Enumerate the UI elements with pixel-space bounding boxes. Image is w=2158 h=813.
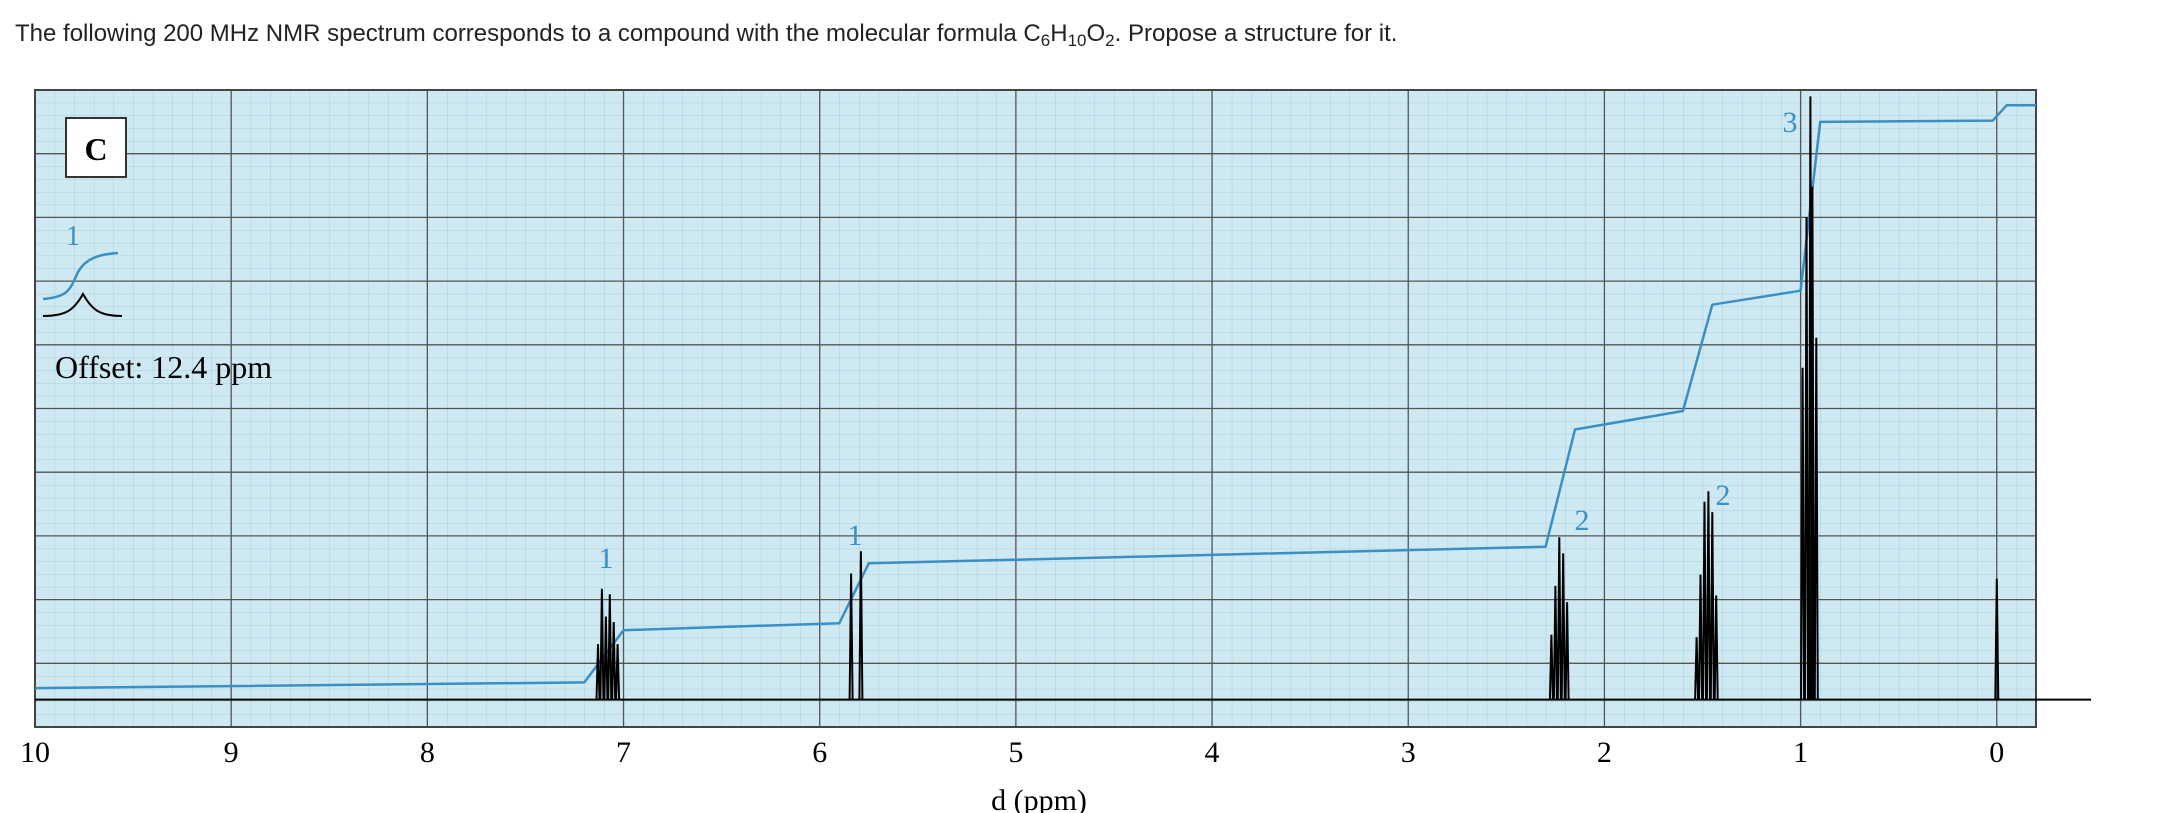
x-tick-label: 10 <box>20 736 50 769</box>
x-tick-label: 0 <box>1989 736 2004 769</box>
panel-box <box>65 117 127 178</box>
x-tick-label: 7 <box>616 736 631 769</box>
question-text: The following 200 MHz NMR spectrum corre… <box>15 20 1041 47</box>
integration-label: 1 <box>599 542 614 575</box>
x-tick-label: 2 <box>1597 736 1612 769</box>
peak <box>595 588 621 700</box>
x-tick-label: 3 <box>1401 736 1416 769</box>
x-tick-label: 5 <box>1008 736 1023 769</box>
question: The following 200 MHz NMR spectrum corre… <box>15 20 1397 51</box>
peak <box>1800 96 1819 700</box>
question-text: . Propose a structure for it. <box>1114 20 1398 47</box>
offset-label: Offset: 12.4 ppm <box>55 349 272 385</box>
integration-label: 1 <box>848 519 863 552</box>
peak <box>1994 578 2000 700</box>
inset-label: 1 <box>66 221 80 252</box>
inset-integral <box>42 251 119 301</box>
x-tick-label: 9 <box>224 736 239 769</box>
integration-label: 3 <box>1783 106 1798 139</box>
integration-label: 2 <box>1575 504 1590 537</box>
subscript: 2 <box>1105 31 1115 50</box>
x-axis-title: d (ppm) <box>991 784 1087 813</box>
panel-label: C <box>84 131 107 167</box>
question-text: O <box>1086 20 1106 47</box>
x-tick-label: 1 <box>1793 736 1808 769</box>
peak <box>1548 537 1570 700</box>
x-tick-label: 8 <box>420 736 435 769</box>
plot-frame <box>34 89 2037 728</box>
integration-label: 2 <box>1716 479 1731 512</box>
peak <box>1694 491 1719 700</box>
peak <box>848 551 864 700</box>
subscript: 6 <box>1040 31 1051 50</box>
question-text: H <box>1050 20 1068 47</box>
inset-peak <box>42 291 123 317</box>
x-tick-label: 4 <box>1205 736 1220 769</box>
integration-curve <box>34 104 2036 690</box>
subscript: 10 <box>1067 31 1087 50</box>
x-tick-label: 6 <box>812 736 827 769</box>
